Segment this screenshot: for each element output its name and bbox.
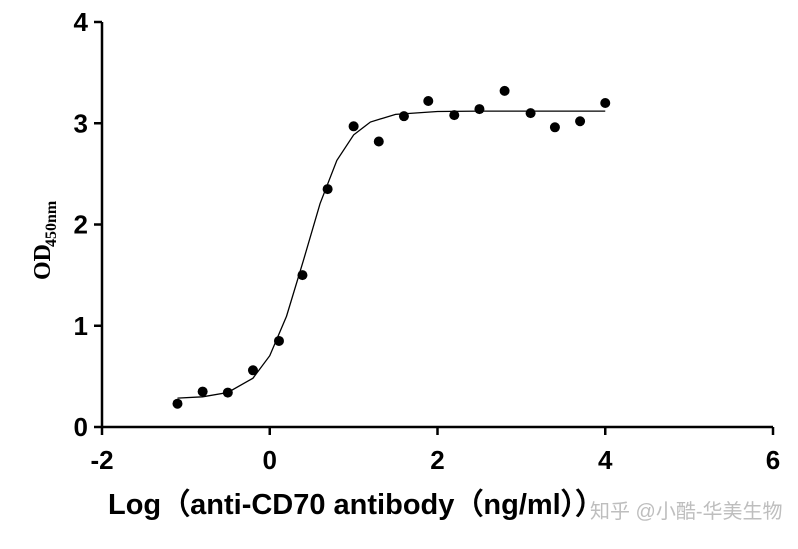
data-point xyxy=(197,386,208,397)
data-point xyxy=(297,270,308,281)
x-axis-label: Log（anti-CD70 antibody（ng/ml）） xyxy=(108,488,604,521)
y-tick-label: 3 xyxy=(74,108,88,138)
x-tick-label: 0 xyxy=(263,445,277,475)
data-point xyxy=(499,85,510,96)
data-point xyxy=(474,104,485,115)
y-tick-label: 2 xyxy=(74,210,88,240)
data-point xyxy=(222,387,233,398)
y-tick-label: 1 xyxy=(74,311,88,341)
data-point xyxy=(549,122,560,133)
watermark: 知乎 @小酷-华美生物 xyxy=(590,500,783,523)
data-point xyxy=(172,398,183,409)
x-tick-label: -2 xyxy=(90,445,113,475)
x-tick-label: 2 xyxy=(430,445,444,475)
data-point xyxy=(348,121,359,132)
fit-curve xyxy=(177,110,606,399)
y-axis-label-sub: 450nm xyxy=(43,200,60,247)
x-tick-label: 4 xyxy=(598,445,613,475)
data-point xyxy=(600,98,611,108)
data-point xyxy=(575,116,586,127)
y-axis-label: OD xyxy=(30,244,56,280)
y-axis-label-group: OD 450nm xyxy=(30,200,60,280)
y-tick-label: 0 xyxy=(74,412,88,442)
data-point xyxy=(449,110,460,121)
x-tick-label: 6 xyxy=(766,445,780,475)
data-point xyxy=(525,108,536,119)
data-point xyxy=(247,365,258,376)
data-point xyxy=(398,111,409,122)
data-point xyxy=(423,95,434,106)
y-tick-label: 4 xyxy=(74,7,89,37)
data-point xyxy=(373,136,384,147)
data-point xyxy=(273,335,284,346)
data-point xyxy=(322,184,333,195)
